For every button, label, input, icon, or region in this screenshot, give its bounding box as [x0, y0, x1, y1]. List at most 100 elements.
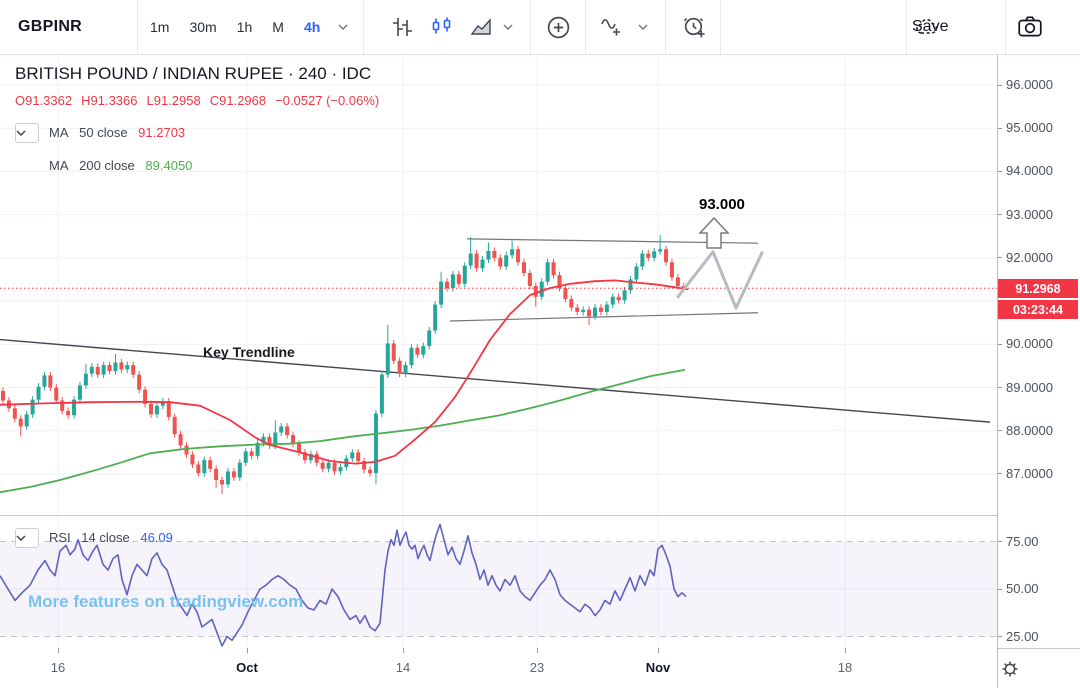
- price-tick: [997, 127, 1002, 129]
- top-toolbar: GBPINR 1m 30m 1h M 4h: [0, 0, 1080, 55]
- indicator-value: 89.4050: [145, 158, 193, 173]
- alarm-clock-plus-icon: [683, 17, 705, 38]
- toolbar-divider: [363, 0, 364, 54]
- time-tick: [658, 648, 659, 653]
- rsi-line: [0, 523, 687, 647]
- price-tick: [997, 170, 1002, 172]
- area-chart-icon: [470, 18, 491, 35]
- legend-collapse-button[interactable]: [15, 123, 39, 143]
- price-tick-label: 88.0000: [1006, 422, 1053, 438]
- price-tick-label: 90.0000: [1006, 336, 1053, 352]
- time-tick-label: 14: [395, 660, 411, 675]
- toolbar-divider: [720, 0, 721, 54]
- indicator-name: MA: [49, 125, 69, 140]
- chevron-down-icon: [638, 24, 648, 30]
- rsi-legend-row[interactable]: RSI 14 close 46.09: [49, 530, 180, 545]
- price-tick: [997, 387, 1002, 389]
- rsi-tick-label: 50.00: [1006, 581, 1039, 596]
- save-button[interactable]: Save: [912, 18, 948, 36]
- chevron-down-icon: [338, 24, 348, 30]
- price-tick-label: 89.0000: [1006, 379, 1053, 395]
- chevron-down-icon: [503, 24, 513, 30]
- target-price-label: 93.000: [699, 196, 745, 213]
- time-tick: [58, 648, 59, 653]
- interval-button-1m[interactable]: 1m: [150, 19, 170, 35]
- rsi-tick-label: 25.00: [1006, 628, 1039, 644]
- bars-chart-icon: [393, 18, 412, 36]
- price-tick-label: 87.0000: [1006, 465, 1053, 481]
- ohlc-value: H91.3366: [81, 93, 138, 108]
- main-chart-pane[interactable]: [0, 54, 997, 515]
- ohlc-value: O91.3362: [15, 93, 73, 108]
- price-tick-label: 96.0000: [1006, 77, 1053, 92]
- rsi-pane[interactable]: [0, 515, 997, 648]
- rsi-tick-label: 75.00: [1006, 533, 1039, 549]
- rsi-tick: [997, 636, 1002, 637]
- price-tick: [997, 473, 1002, 475]
- ma200-legend-row[interactable]: MA 200 close 89.4050: [49, 158, 199, 173]
- time-tick: [845, 648, 846, 653]
- drawings: [0, 238, 991, 423]
- moving-averages: [0, 279, 689, 494]
- cloud-save-icon: [916, 18, 938, 34]
- interval-group: 1m 30m 1h M 4h: [150, 0, 320, 54]
- price-tick: [997, 84, 1002, 86]
- toolbar-divider: [1005, 0, 1006, 54]
- indicator-wave-plus-icon: [601, 19, 620, 36]
- interval-button-M[interactable]: M: [272, 19, 284, 35]
- chart-title: BRITISH POUND / INDIAN RUPEE · 240 · IDC: [15, 64, 372, 83]
- price-tick: [997, 430, 1002, 432]
- candlestick-chart-icon: [432, 17, 451, 34]
- toolbar-divider: [137, 0, 138, 54]
- price-tick-label: 95.0000: [1006, 120, 1053, 136]
- gear-icon: [1002, 661, 1018, 676]
- time-tick-label: 23: [529, 660, 545, 675]
- price-axis[interactable]: 91.2968 03:23:44 96.0000 95.0000 94.0000 93…: [997, 54, 1080, 648]
- time-tick-label: Nov: [645, 660, 671, 675]
- symbol-button[interactable]: GBPINR: [18, 18, 83, 35]
- candlestick-series: [1, 234, 686, 494]
- interval-button-30m[interactable]: 30m: [189, 19, 217, 35]
- ohlc-row: O91.3362 H91.3366 L91.2958 C91.2968 −0.0527 …: [15, 93, 388, 108]
- axis-settings-corner[interactable]: [998, 649, 1080, 688]
- projection-annotations: [676, 216, 764, 310]
- indicator-value: 46.09: [140, 530, 173, 545]
- rsi-collapse-button[interactable]: [15, 528, 39, 548]
- rsi-tick: [997, 588, 1002, 590]
- chevron-down-icon: [16, 130, 26, 136]
- ohlc-value: −0.0527 (−0.06%): [275, 93, 380, 108]
- indicator-value: 91.2703: [138, 125, 186, 140]
- price-axis-border: [997, 54, 998, 688]
- ohlc-value: C91.2968: [209, 93, 267, 108]
- price-tick: [997, 214, 1002, 216]
- main-gridlines: [0, 54, 997, 515]
- last-price-badge: 91.2968: [998, 279, 1078, 298]
- trendline-label: Key Trendline: [203, 344, 295, 360]
- ma50-legend-row[interactable]: MA 50 close 91.2703: [49, 125, 192, 140]
- indicator-params: 200 close: [79, 158, 135, 173]
- time-tick: [403, 648, 404, 653]
- toolbar-divider: [665, 0, 666, 54]
- time-tick-label: 18: [837, 660, 853, 675]
- toolbar-divider: [530, 0, 531, 54]
- price-tick-label: 94.0000: [1006, 163, 1053, 179]
- time-tick: [247, 648, 248, 653]
- up-arrow-annotation: [698, 216, 730, 249]
- interval-button-4h[interactable]: 4h: [303, 19, 321, 35]
- rsi-tick: [997, 541, 1002, 542]
- time-tick-label: Oct: [236, 660, 258, 675]
- plus-circle-icon: [547, 16, 570, 38]
- indicator-name: MA: [49, 158, 69, 173]
- pane-separator[interactable]: [0, 515, 1080, 516]
- time-tick: [537, 648, 538, 653]
- time-axis[interactable]: 16 Oct 14 23 Nov 18: [0, 648, 997, 688]
- interval-button-1h[interactable]: 1h: [236, 19, 253, 35]
- time-tick-label: 16: [50, 660, 66, 675]
- camera-icon: [1018, 16, 1042, 37]
- save-label: Save: [912, 18, 949, 35]
- price-tick: [997, 343, 1002, 345]
- countdown-badge: 03:23:44: [998, 300, 1078, 319]
- toolbar-divider: [585, 0, 586, 54]
- price-tick-label: 92.0000: [1006, 249, 1053, 265]
